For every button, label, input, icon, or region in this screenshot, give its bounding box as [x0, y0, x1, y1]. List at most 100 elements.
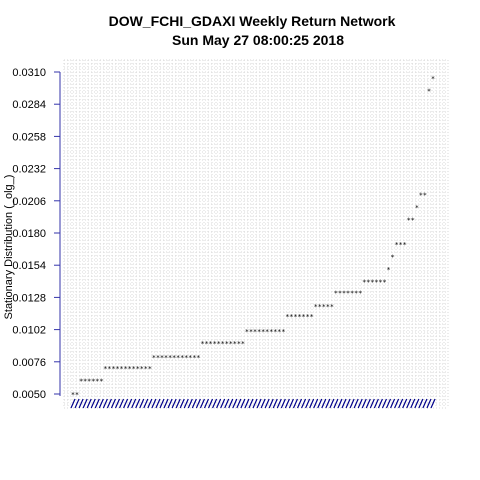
data-point: *: [322, 303, 326, 311]
data-point: *: [189, 354, 193, 362]
data-point: *: [399, 241, 403, 249]
data-point: *: [205, 340, 209, 348]
data-point: *: [379, 278, 383, 286]
x-tick-label: [381, 398, 388, 409]
data-point: *: [124, 365, 128, 373]
x-tick-label: [139, 398, 145, 409]
data-point: *: [136, 365, 140, 373]
x-tick-label: [390, 398, 396, 409]
data-point: *: [286, 313, 290, 321]
x-tick-label: [236, 398, 242, 409]
data-point: *: [350, 289, 354, 297]
data-point: *: [71, 391, 75, 399]
data-point: *: [290, 313, 294, 321]
data-point: *: [91, 377, 95, 385]
x-tick-label: [377, 398, 383, 409]
data-point: *: [116, 365, 120, 373]
x-tick-label: [102, 398, 108, 409]
x-tick-label: [426, 398, 432, 409]
data-point: *: [411, 216, 415, 224]
x-tick-label: [341, 398, 347, 409]
x-tick-label: [163, 398, 169, 409]
data-point: *: [164, 354, 168, 362]
data-point: *: [152, 354, 156, 362]
data-point: *: [358, 289, 362, 297]
data-point: *: [100, 377, 104, 385]
data-point: *: [185, 354, 189, 362]
data-point: *: [148, 365, 152, 373]
x-tick-label: [272, 398, 278, 409]
y-axis-label: Stationary Distribution (_olg_): [3, 175, 15, 320]
data-point: *: [104, 365, 108, 373]
data-point: *: [362, 278, 366, 286]
data-point: *: [156, 354, 160, 362]
x-tick-label: [127, 398, 133, 409]
data-point: *: [269, 328, 273, 336]
data-point: *: [294, 313, 298, 321]
data-point: *: [96, 377, 100, 385]
x-tick-label: [143, 398, 149, 409]
y-tick-label: 0.0050: [12, 389, 46, 401]
x-tick-label: [276, 398, 282, 409]
y-tick-label: 0.0102: [12, 325, 46, 337]
data-point: *: [407, 216, 411, 224]
data-point: *: [387, 266, 391, 274]
data-point: *: [112, 365, 116, 373]
data-point: *: [261, 328, 265, 336]
x-tick-label: [296, 398, 303, 409]
data-point: *: [241, 340, 245, 348]
y-tick-label: 0.0076: [12, 357, 46, 369]
x-tick-label: [260, 398, 266, 409]
data-point: *: [354, 289, 358, 297]
x-tick-label: [422, 398, 428, 409]
data-point: *: [249, 328, 253, 336]
x-tick-label: [345, 398, 351, 409]
x-tick-label: [212, 398, 218, 409]
x-tick-label: [430, 398, 436, 409]
data-point: *: [273, 328, 277, 336]
x-tick-label: [118, 398, 125, 409]
data-point: *: [132, 365, 136, 373]
x-tick-label: [284, 398, 290, 409]
x-tick-label: [325, 398, 331, 409]
data-point: *: [245, 328, 249, 336]
data-point: *: [144, 365, 148, 373]
y-tick-label: 0.0180: [12, 228, 46, 240]
x-tick-label: [398, 398, 404, 409]
x-tick-label: [106, 398, 112, 409]
data-point: *: [282, 328, 286, 336]
data-point: *: [209, 340, 213, 348]
x-tick-label: [94, 398, 100, 409]
data-point: *: [419, 192, 423, 200]
x-tick-label: [248, 398, 254, 409]
x-tick-label: [264, 398, 270, 409]
data-point: *: [140, 365, 144, 373]
data-point: *: [278, 328, 282, 336]
data-point: *: [334, 289, 338, 297]
data-point: *: [302, 313, 306, 321]
x-tick-label: [349, 398, 355, 409]
x-tick-label: [292, 398, 299, 409]
x-tick-label: [179, 398, 185, 409]
data-point: *: [83, 377, 87, 385]
x-tick-label: [155, 398, 161, 409]
data-point: *: [225, 340, 229, 348]
x-tick-label: [114, 398, 121, 409]
data-point: *: [314, 303, 318, 311]
data-point: *: [391, 254, 395, 262]
x-tick-label: [333, 398, 339, 409]
x-tick-label: [90, 398, 96, 409]
data-point: *: [75, 391, 79, 399]
y-tick-label: 0.0154: [12, 260, 46, 272]
data-point: *: [128, 365, 132, 373]
data-point: *: [193, 354, 197, 362]
x-tick-label: [329, 398, 335, 409]
data-point: *: [375, 278, 379, 286]
x-tick-label: [220, 398, 226, 409]
x-tick-label: [337, 398, 343, 409]
data-point: *: [342, 289, 346, 297]
x-tick-label: [74, 398, 80, 409]
data-point: *: [306, 313, 310, 321]
data-point: *: [395, 241, 399, 249]
x-tick-label: [280, 398, 286, 409]
